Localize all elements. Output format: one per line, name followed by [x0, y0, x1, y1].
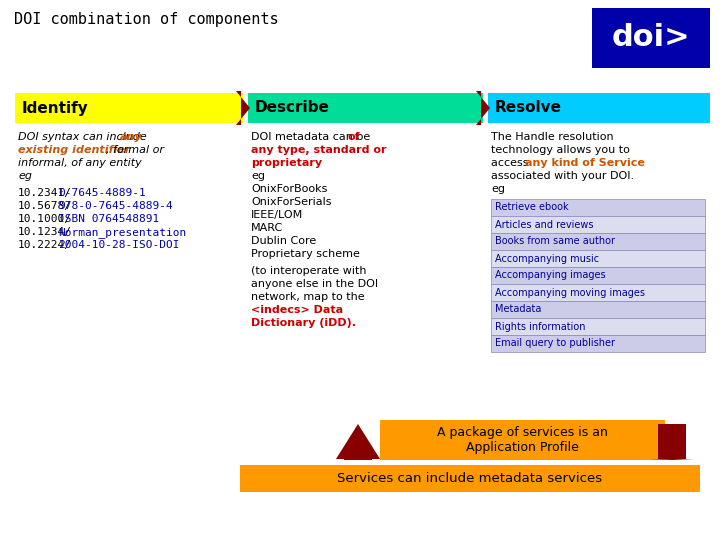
- Text: The Handle resolution: The Handle resolution: [491, 132, 613, 142]
- Text: network, map to the: network, map to the: [251, 292, 364, 302]
- Text: technology allows you to: technology allows you to: [491, 145, 630, 155]
- Text: existing identifier: existing identifier: [18, 145, 130, 155]
- Text: IEEE/LOM: IEEE/LOM: [251, 210, 303, 220]
- FancyBboxPatch shape: [491, 267, 705, 284]
- FancyBboxPatch shape: [491, 216, 705, 233]
- Text: any type, standard or: any type, standard or: [251, 145, 387, 155]
- Text: Books from same author: Books from same author: [495, 237, 615, 246]
- Text: Accompanying moving images: Accompanying moving images: [495, 287, 645, 298]
- Text: 0-7645-4889-1: 0-7645-4889-1: [58, 188, 145, 198]
- Text: Services can include metadata services: Services can include metadata services: [338, 472, 603, 485]
- Text: proprietary: proprietary: [251, 158, 322, 168]
- Text: eg: eg: [491, 184, 505, 194]
- Text: , formal or: , formal or: [106, 145, 164, 155]
- Text: Dictionary (iDD).: Dictionary (iDD).: [251, 318, 356, 328]
- FancyBboxPatch shape: [491, 318, 705, 335]
- Text: 978-0-7645-4889-4: 978-0-7645-4889-4: [58, 201, 173, 211]
- Polygon shape: [650, 424, 694, 460]
- Text: Accompanying music: Accompanying music: [495, 253, 599, 264]
- Text: Email query to publisher: Email query to publisher: [495, 339, 615, 348]
- FancyBboxPatch shape: [491, 250, 705, 267]
- Text: 2004-10-28-ISO-DOI: 2004-10-28-ISO-DOI: [58, 240, 179, 250]
- Text: Metadata: Metadata: [495, 305, 541, 314]
- FancyBboxPatch shape: [491, 284, 705, 301]
- Text: Norman_presentation: Norman_presentation: [58, 227, 186, 238]
- Text: 10.1234/: 10.1234/: [18, 227, 72, 237]
- Text: DOI syntax can include: DOI syntax can include: [18, 132, 150, 142]
- FancyBboxPatch shape: [15, 93, 243, 123]
- Polygon shape: [476, 91, 490, 125]
- Polygon shape: [336, 424, 380, 460]
- Text: eg: eg: [18, 171, 32, 181]
- FancyBboxPatch shape: [380, 420, 665, 460]
- Text: MARC: MARC: [251, 223, 283, 233]
- Text: Rights information: Rights information: [495, 321, 585, 332]
- Text: of: of: [348, 132, 361, 142]
- Text: A package of services is an
Application Profile: A package of services is an Application …: [437, 426, 608, 454]
- FancyBboxPatch shape: [491, 233, 705, 250]
- Text: doi>: doi>: [612, 24, 690, 52]
- Text: DOI combination of components: DOI combination of components: [14, 12, 279, 27]
- Text: Dublin Core: Dublin Core: [251, 236, 316, 246]
- Polygon shape: [236, 91, 250, 125]
- Text: Describe: Describe: [255, 100, 330, 116]
- FancyBboxPatch shape: [491, 301, 705, 318]
- Text: any: any: [120, 132, 143, 142]
- Text: 10.2341/: 10.2341/: [18, 188, 72, 198]
- FancyBboxPatch shape: [592, 8, 710, 68]
- Text: (to interoperate with: (to interoperate with: [251, 266, 366, 276]
- FancyBboxPatch shape: [488, 93, 710, 123]
- Text: 10.5678/: 10.5678/: [18, 201, 72, 211]
- Text: Identify: Identify: [22, 100, 89, 116]
- Text: 10.2224/: 10.2224/: [18, 240, 72, 250]
- Text: Proprietary scheme: Proprietary scheme: [251, 249, 360, 259]
- Text: Articles and reviews: Articles and reviews: [495, 219, 593, 230]
- Text: ISBN 0764548891: ISBN 0764548891: [58, 214, 159, 224]
- Text: informal, of any entity: informal, of any entity: [18, 158, 142, 168]
- Text: any kind of Service: any kind of Service: [525, 158, 645, 168]
- Text: anyone else in the DOI: anyone else in the DOI: [251, 279, 378, 289]
- Text: Resolve: Resolve: [495, 100, 562, 116]
- Text: 10.1000/: 10.1000/: [18, 214, 72, 224]
- FancyBboxPatch shape: [248, 93, 483, 123]
- Text: access: access: [491, 158, 532, 168]
- Text: <indecs> Data: <indecs> Data: [251, 305, 343, 315]
- Text: eg: eg: [251, 171, 265, 181]
- Text: associated with your DOI.: associated with your DOI.: [491, 171, 634, 181]
- FancyBboxPatch shape: [491, 335, 705, 352]
- Text: OnixForBooks: OnixForBooks: [251, 184, 328, 194]
- Text: OnixForSerials: OnixForSerials: [251, 197, 331, 207]
- Text: DOI metadata can be: DOI metadata can be: [251, 132, 374, 142]
- Text: Retrieve ebook: Retrieve ebook: [495, 202, 569, 213]
- FancyBboxPatch shape: [491, 199, 705, 216]
- FancyBboxPatch shape: [240, 465, 700, 492]
- Text: Accompanying images: Accompanying images: [495, 271, 606, 280]
